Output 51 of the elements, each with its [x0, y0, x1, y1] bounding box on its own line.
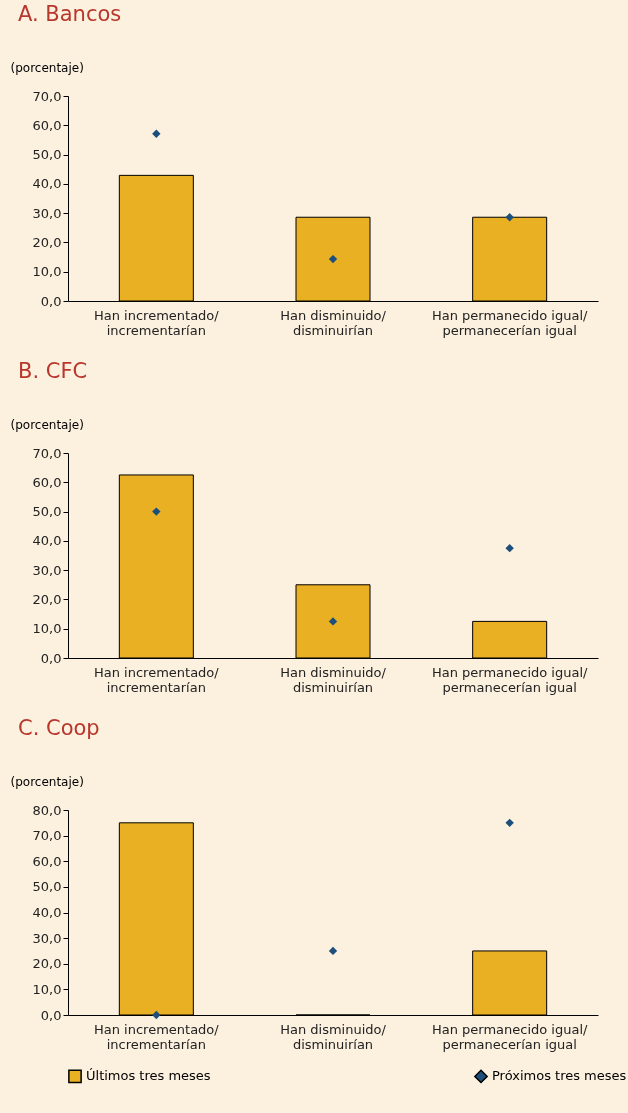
legend-label: Últimos tres meses — [86, 1068, 211, 1084]
y-tick-label: 50,0 — [32, 147, 62, 163]
y-tick-label: 10,0 — [32, 621, 62, 637]
y-tick-label: 60,0 — [32, 117, 62, 133]
y-tick-label: 60,0 — [32, 853, 62, 869]
y-tick-label: 30,0 — [32, 205, 62, 221]
y-tick-label: 50,0 — [32, 504, 62, 520]
legend-label: Próximos tres meses — [492, 1068, 627, 1084]
y-tick-label: 20,0 — [32, 591, 62, 607]
point — [328, 946, 338, 956]
y-tick-label: 10,0 — [32, 264, 62, 280]
x-tick-label: Han permanecido igual/ permanecerían igual — [431, 1021, 589, 1052]
point — [505, 818, 514, 827]
y-tick-label: 60,0 — [32, 474, 62, 490]
x-tick-label: Han permanecido igual/ permanecerían igual — [431, 307, 589, 338]
y-tick-label: 40,0 — [32, 176, 62, 192]
chart-title: C. Coop — [18, 716, 100, 740]
y-tick-label: 40,0 — [32, 905, 62, 920]
point — [328, 254, 338, 264]
y-tick-label: 0,0 — [40, 1007, 62, 1023]
chart-title: A. Bancos — [18, 2, 122, 26]
point — [328, 617, 338, 626]
x-tick-label: Han incrementado/ incrementarían — [93, 664, 220, 695]
point — [505, 544, 514, 553]
y-tick-label: 50,0 — [32, 879, 62, 895]
y-tick-label: 20,0 — [32, 956, 62, 972]
y-tick-label: 30,0 — [32, 562, 62, 578]
y-axis-title: (porcentaje) — [10, 774, 84, 789]
y-tick-label: 10,0 — [32, 981, 62, 997]
point — [152, 507, 161, 516]
point — [152, 1010, 161, 1020]
y-tick-label: 70,0 — [32, 88, 62, 104]
x-tick-label: Han disminuido/ disminuirían — [280, 664, 387, 695]
y-tick-label: 30,0 — [32, 930, 62, 946]
y-axis-title: (porcentaje) — [10, 417, 84, 432]
y-tick-label: 40,0 — [32, 533, 62, 549]
y-tick-label: 0,0 — [40, 650, 62, 666]
x-tick-label: Han permanecido igual/ permanecerían igual — [431, 664, 589, 695]
y-tick-label: 80,0 — [32, 802, 62, 818]
y-tick-label: 20,0 — [32, 234, 62, 250]
x-tick-label: Han disminuido/ disminuirían — [280, 1021, 387, 1052]
x-tick-label: Han incrementado/ incrementarían — [93, 307, 220, 338]
point — [152, 129, 161, 138]
x-tick-label: Han incrementado/ incrementarían — [93, 1021, 220, 1052]
y-axis-title: (porcentaje) — [10, 60, 84, 75]
y-tick-label: 0,0 — [40, 293, 62, 309]
y-tick-label: 70,0 — [32, 445, 62, 461]
chart-title: B. CFC — [18, 359, 88, 383]
x-tick-label: Han disminuido/ disminuirían — [280, 307, 387, 338]
point — [505, 213, 514, 222]
y-tick-label: 70,0 — [32, 828, 62, 844]
